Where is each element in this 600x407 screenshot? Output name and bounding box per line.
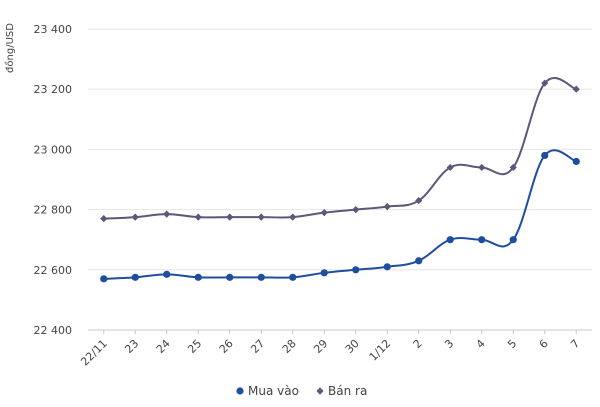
x-tick-label: 3: [442, 337, 456, 351]
legend-circle-icon: [236, 387, 244, 395]
data-point: [226, 273, 234, 281]
data-point: [194, 273, 202, 281]
y-axis-label: đồng/USD: [4, 23, 16, 73]
legend-diamond-icon: [316, 387, 324, 395]
series-line: [103, 149, 577, 280]
data-point: [446, 236, 454, 244]
data-point: [352, 266, 360, 274]
data-point: [415, 257, 423, 265]
series-2: [100, 77, 580, 223]
x-tick-label: 30: [343, 337, 362, 356]
legend: Mua vào Bán ra: [236, 384, 367, 398]
x-tick-label: 28: [280, 337, 299, 356]
gridlines: [88, 28, 592, 331]
legend-item-label: Mua vào: [248, 384, 299, 398]
data-point: [383, 202, 391, 211]
data-point: [226, 213, 234, 221]
data-point: [100, 275, 108, 283]
x-tick-label: 29: [311, 337, 330, 356]
x-tick-label: 6: [537, 337, 551, 351]
x-tick-label: 23: [122, 337, 141, 356]
data-point: [415, 196, 423, 205]
data-point: [541, 79, 549, 87]
y-tick-label: 22 600: [34, 264, 73, 277]
data-point: [257, 213, 265, 221]
series-line: [103, 77, 577, 220]
data-point: [383, 263, 391, 271]
y-axis: 22 400 22 600 22 800 23 000 23 200 23 400: [34, 23, 73, 337]
x-tick-label: 27: [248, 337, 267, 356]
data-point: [509, 236, 517, 244]
data-point: [131, 213, 139, 221]
legend-item-label: Bán ra: [328, 384, 367, 398]
y-tick-label: 23 400: [34, 23, 73, 36]
x-tick-label: 4: [474, 337, 488, 351]
x-axis: 22/11 23 24 25 26 27 28 29 30 1/12 2 3 4 5 6 7: [78, 330, 582, 369]
data-point: [194, 213, 202, 221]
x-tick-label: 24: [154, 337, 173, 356]
data-point: [320, 209, 328, 217]
data-point: [131, 273, 139, 281]
data-point: [572, 85, 580, 93]
y-tick-label: 23 200: [34, 83, 73, 96]
data-point: [289, 273, 297, 281]
data-point: [478, 163, 486, 172]
x-tick-label: 1/12: [367, 337, 394, 364]
y-tick-label: 22 400: [34, 324, 73, 337]
x-tick-label: 25: [185, 337, 204, 356]
data-point: [509, 163, 517, 172]
data-point: [163, 270, 171, 278]
series-1: [100, 149, 580, 283]
x-tick-label: 5: [505, 337, 519, 351]
data-point: [163, 210, 171, 218]
x-tick-label: 22/11: [78, 337, 110, 369]
data-point: [352, 206, 360, 214]
x-tick-label: 26: [217, 337, 236, 356]
data-point: [320, 269, 328, 277]
y-tick-label: 22 800: [34, 204, 73, 217]
data-point: [478, 236, 486, 244]
x-tick-label: 7: [568, 337, 582, 351]
x-tick-label: 2: [411, 337, 425, 351]
data-point: [100, 215, 108, 223]
data-point: [572, 157, 580, 166]
y-tick-label: 23 000: [34, 143, 73, 156]
data-point: [541, 151, 549, 160]
data-point: [257, 273, 265, 281]
data-point: [289, 213, 297, 221]
series-lines: [100, 77, 580, 283]
data-point: [446, 163, 454, 172]
